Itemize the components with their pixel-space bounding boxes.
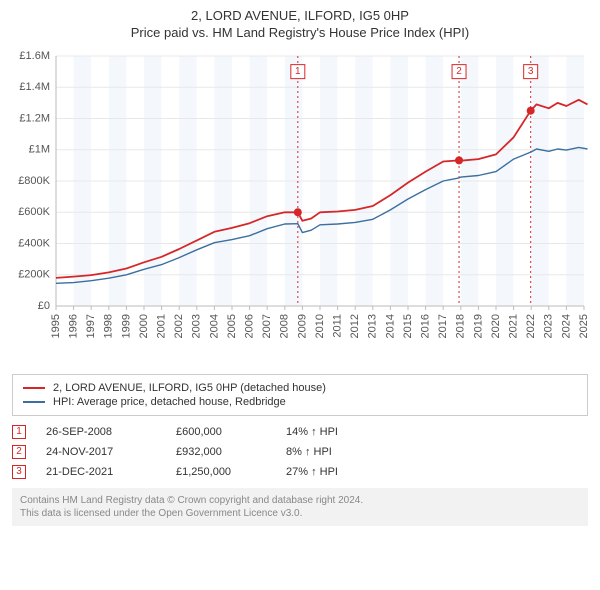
svg-text:2021: 2021 (508, 314, 520, 338)
svg-text:1998: 1998 (103, 314, 115, 338)
svg-text:2020: 2020 (490, 314, 502, 338)
svg-text:2002: 2002 (173, 314, 185, 338)
svg-text:£400K: £400K (18, 237, 50, 249)
footer-line-1: Contains HM Land Registry data © Crown c… (20, 494, 580, 507)
svg-text:1: 1 (295, 66, 301, 77)
legend-swatch (23, 387, 45, 389)
svg-text:2017: 2017 (437, 314, 449, 338)
svg-text:2016: 2016 (420, 314, 432, 338)
footer-attribution: Contains HM Land Registry data © Crown c… (12, 488, 588, 526)
sale-marker-box: 3 (12, 465, 26, 479)
sale-row: 3 21-DEC-2021 £1,250,000 27% ↑ HPI (12, 462, 588, 482)
svg-text:2022: 2022 (525, 314, 537, 338)
svg-text:2007: 2007 (261, 314, 273, 338)
svg-text:1997: 1997 (85, 314, 97, 338)
svg-text:1995: 1995 (50, 314, 62, 338)
chart-subtitle: Price paid vs. HM Land Registry's House … (8, 25, 592, 40)
legend-label: HPI: Average price, detached house, Redb… (53, 396, 286, 408)
svg-text:£1.4M: £1.4M (19, 81, 50, 93)
svg-text:2006: 2006 (244, 314, 256, 338)
sale-price: £932,000 (176, 446, 266, 458)
svg-text:£1.2M: £1.2M (19, 112, 50, 124)
svg-text:2012: 2012 (349, 314, 361, 338)
svg-text:2009: 2009 (296, 314, 308, 338)
svg-text:2025: 2025 (578, 314, 590, 338)
svg-text:£800K: £800K (18, 175, 50, 187)
sale-vs-hpi: 27% ↑ HPI (286, 466, 376, 478)
svg-text:2005: 2005 (226, 314, 238, 338)
sale-price: £1,250,000 (176, 466, 266, 478)
sale-row: 1 26-SEP-2008 £600,000 14% ↑ HPI (12, 422, 588, 442)
price-line-chart: £0 £200K £400K £600K £800K £1M £1.2M £1.4M £1.6M… (8, 46, 592, 366)
svg-text:2003: 2003 (191, 314, 203, 338)
sale-vs-hpi: 14% ↑ HPI (286, 426, 376, 438)
chart-title: 2, LORD AVENUE, ILFORD, IG5 0HP (8, 8, 592, 25)
svg-text:2013: 2013 (367, 314, 379, 338)
legend-box: 2, LORD AVENUE, ILFORD, IG5 0HP (detache… (12, 374, 588, 416)
sale-vs-hpi: 8% ↑ HPI (286, 446, 376, 458)
svg-text:2010: 2010 (314, 314, 326, 338)
legend-swatch (23, 401, 45, 403)
svg-text:2008: 2008 (279, 314, 291, 338)
svg-text:£600K: £600K (18, 206, 50, 218)
svg-text:2018: 2018 (455, 314, 467, 338)
sale-marker-box: 2 (12, 445, 26, 459)
price-chart-container: 2, LORD AVENUE, ILFORD, IG5 0HP Price pa… (8, 8, 592, 366)
svg-text:2024: 2024 (560, 314, 572, 338)
sale-date: 26-SEP-2008 (46, 426, 156, 438)
svg-text:2011: 2011 (332, 314, 344, 338)
sale-date: 21-DEC-2021 (46, 466, 156, 478)
svg-text:£1M: £1M (29, 144, 50, 156)
sale-price: £600,000 (176, 426, 266, 438)
sales-table: 1 26-SEP-2008 £600,000 14% ↑ HPI 2 24-NOV-201… (12, 422, 588, 482)
svg-text:2000: 2000 (138, 314, 150, 338)
legend-item: HPI: Average price, detached house, Redb… (23, 395, 577, 409)
svg-text:2004: 2004 (208, 314, 220, 338)
svg-text:2019: 2019 (472, 314, 484, 338)
svg-text:2015: 2015 (402, 314, 414, 338)
svg-text:2014: 2014 (384, 314, 396, 338)
svg-text:2: 2 (456, 66, 462, 77)
svg-text:£1.6M: £1.6M (19, 50, 50, 62)
footer-line-2: This data is licensed under the Open Gov… (20, 507, 580, 520)
svg-text:£0: £0 (38, 300, 50, 312)
legend-label: 2, LORD AVENUE, ILFORD, IG5 0HP (detache… (53, 382, 326, 394)
sale-marker-box: 1 (12, 425, 26, 439)
svg-text:3: 3 (528, 66, 534, 77)
legend-item: 2, LORD AVENUE, ILFORD, IG5 0HP (detache… (23, 381, 577, 395)
svg-text:1996: 1996 (68, 314, 80, 338)
svg-text:1999: 1999 (120, 314, 132, 338)
svg-text:2023: 2023 (543, 314, 555, 338)
sale-row: 2 24-NOV-2017 £932,000 8% ↑ HPI (12, 442, 588, 462)
svg-text:£200K: £200K (18, 269, 50, 281)
svg-text:2001: 2001 (156, 314, 168, 338)
sale-date: 24-NOV-2017 (46, 446, 156, 458)
